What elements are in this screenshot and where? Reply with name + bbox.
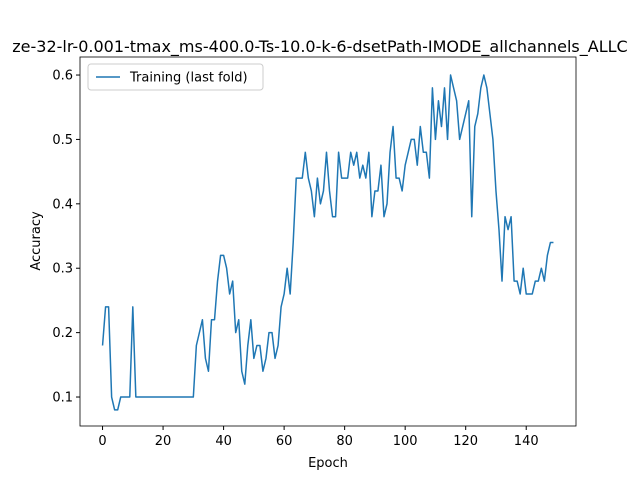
y-tick-label: 0.5 [52,133,73,148]
line-series [101,74,554,411]
x-axis-label: Epoch [308,456,348,471]
x-tick-label: 60 [276,434,293,449]
y-tick-label: 0.3 [52,262,73,277]
x-tick-label: 100 [393,434,418,449]
y-tick-label: 0.4 [52,197,73,212]
x-tick-label: 0 [98,434,106,449]
x-tick-label: 20 [155,434,172,449]
plot-frame [79,56,577,427]
chart-title: ze-32-lr-0.001-tmax_ms-400.0-Ts-10.0-k-6… [12,37,627,57]
x-tick-label: 80 [336,434,353,449]
y-tick-label: 0.1 [52,391,73,406]
y-tick-label: 0.6 [52,69,73,84]
y-axis-label: Accuracy [29,211,44,271]
y-tick-label: 0.2 [52,326,73,341]
legend-label: Training (last fold) [129,71,248,86]
x-tick-label: 140 [514,434,539,449]
x-tick-label: 40 [215,434,232,449]
legend-box [87,63,264,91]
x-tick-label: 120 [453,434,478,449]
